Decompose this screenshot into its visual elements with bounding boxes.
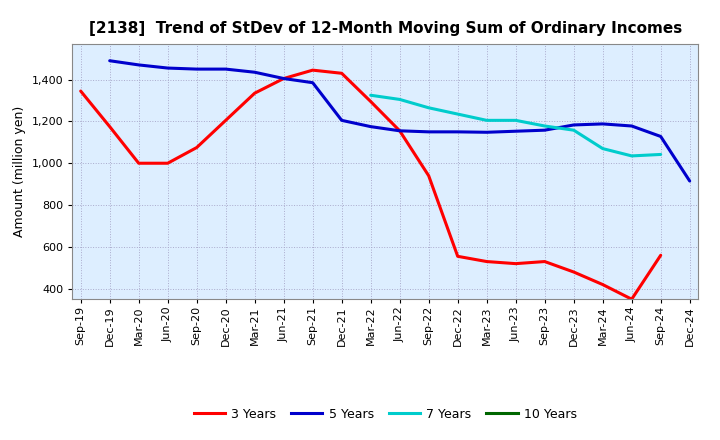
- 5 Years: [279, 76, 288, 81]
- 3 Years: [511, 261, 520, 266]
- 5 Years: [135, 62, 143, 68]
- 3 Years: [395, 128, 404, 133]
- 5 Years: [511, 128, 520, 134]
- 7 Years: [511, 118, 520, 123]
- 7 Years: [657, 152, 665, 157]
- 3 Years: [76, 88, 85, 94]
- 7 Years: [570, 128, 578, 133]
- 3 Years: [657, 253, 665, 258]
- 3 Years: [251, 91, 259, 96]
- 5 Years: [598, 121, 607, 127]
- 3 Years: [541, 259, 549, 264]
- 7 Years: [541, 123, 549, 128]
- 3 Years: [482, 259, 491, 264]
- 5 Years: [454, 129, 462, 135]
- 5 Years: [251, 70, 259, 75]
- 3 Years: [570, 269, 578, 275]
- 7 Years: [482, 118, 491, 123]
- 5 Years: [221, 66, 230, 72]
- 7 Years: [598, 146, 607, 151]
- 7 Years: [627, 153, 636, 158]
- Legend: 3 Years, 5 Years, 7 Years, 10 Years: 3 Years, 5 Years, 7 Years, 10 Years: [189, 403, 582, 425]
- 7 Years: [395, 97, 404, 102]
- 5 Years: [395, 128, 404, 133]
- 3 Years: [627, 297, 636, 302]
- 3 Years: [338, 71, 346, 76]
- 5 Years: [105, 58, 114, 63]
- 5 Years: [192, 66, 201, 72]
- 3 Years: [308, 67, 317, 73]
- 5 Years: [541, 128, 549, 133]
- 3 Years: [105, 124, 114, 129]
- 5 Years: [366, 124, 375, 129]
- 3 Years: [192, 145, 201, 150]
- 5 Years: [163, 66, 172, 71]
- 3 Years: [135, 161, 143, 166]
- 5 Years: [482, 130, 491, 135]
- 7 Years: [454, 111, 462, 117]
- 3 Years: [163, 161, 172, 166]
- Line: 3 Years: 3 Years: [81, 70, 661, 299]
- Title: [2138]  Trend of StDev of 12-Month Moving Sum of Ordinary Incomes: [2138] Trend of StDev of 12-Month Moving…: [89, 21, 682, 36]
- 3 Years: [424, 173, 433, 179]
- 3 Years: [279, 76, 288, 81]
- 3 Years: [366, 99, 375, 104]
- 3 Years: [598, 282, 607, 287]
- 5 Years: [627, 123, 636, 128]
- Y-axis label: Amount (million yen): Amount (million yen): [14, 106, 27, 237]
- 5 Years: [424, 129, 433, 135]
- 5 Years: [657, 134, 665, 139]
- 7 Years: [366, 92, 375, 98]
- 5 Years: [685, 178, 694, 183]
- 5 Years: [308, 80, 317, 85]
- 3 Years: [454, 254, 462, 259]
- 5 Years: [338, 118, 346, 123]
- 7 Years: [424, 105, 433, 110]
- 3 Years: [221, 118, 230, 123]
- 5 Years: [570, 122, 578, 128]
- Line: 5 Years: 5 Years: [109, 61, 690, 181]
- Line: 7 Years: 7 Years: [371, 95, 661, 156]
